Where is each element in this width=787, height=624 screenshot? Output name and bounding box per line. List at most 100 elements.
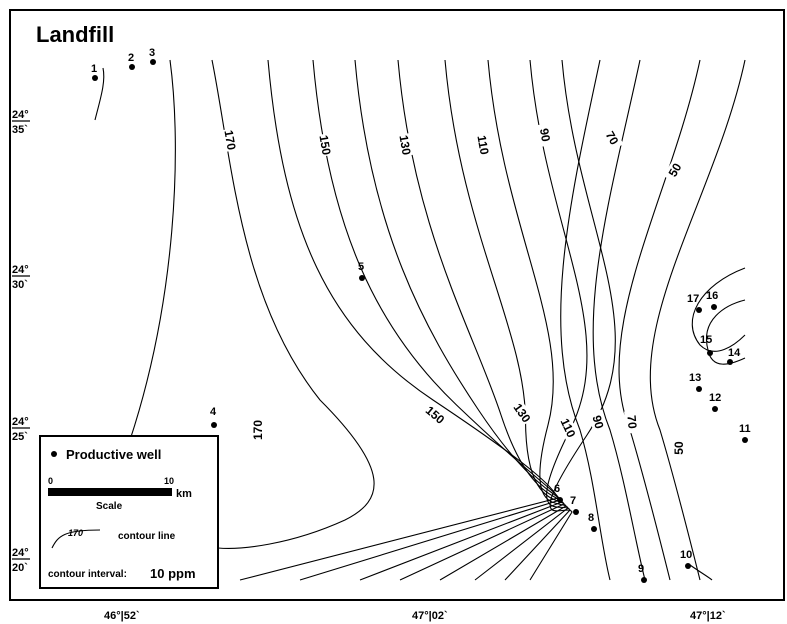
- contour: [504, 59, 588, 581]
- well: [712, 406, 718, 412]
- well: [150, 59, 156, 65]
- contour: [239, 59, 559, 581]
- contour: [474, 59, 569, 581]
- contour-label: 70: [624, 415, 639, 430]
- interval-label: contour interval:: [48, 569, 127, 580]
- legend-contour-value: 170: [68, 528, 83, 538]
- contour: [691, 267, 746, 352]
- well-label: 13: [689, 372, 701, 384]
- well-label: 11: [739, 423, 751, 435]
- longitude: 47°|12`: [690, 610, 726, 622]
- well-label: 9: [638, 563, 644, 575]
- map-frame: [9, 9, 785, 601]
- well: [696, 386, 702, 392]
- well: [557, 497, 563, 503]
- scale-start: 0: [48, 476, 53, 486]
- well: [359, 275, 365, 281]
- contour: [129, 59, 176, 441]
- contour: [397, 59, 565, 581]
- well: [641, 577, 647, 583]
- contour-label-bg: [509, 399, 535, 427]
- well-label: 4: [210, 406, 217, 418]
- well-label: 6: [554, 483, 560, 495]
- well: [92, 75, 98, 81]
- scale-end: 10: [164, 476, 174, 486]
- contour: [94, 67, 105, 121]
- latitude-minutes: 25`: [12, 431, 28, 443]
- legend-contour-sample: [51, 529, 101, 549]
- map-title: Landfill: [36, 22, 114, 47]
- contour-label-bg: [663, 156, 687, 184]
- latitude-degrees: 24°: [12, 416, 29, 428]
- contour-label-bg: [221, 127, 239, 153]
- contour-label-bg: [251, 419, 265, 441]
- longitude: 46°|52`: [104, 610, 140, 622]
- well-label: 8: [588, 512, 594, 524]
- well-label: 1: [91, 63, 97, 75]
- contour-label: 170: [251, 420, 265, 440]
- contour: [211, 59, 375, 549]
- contour-label: 50: [666, 160, 685, 179]
- contour: [560, 59, 611, 581]
- well-label: 10: [680, 549, 692, 561]
- legend-well-marker: [51, 451, 57, 457]
- well-label: 7: [570, 495, 576, 507]
- scale-label: Scale: [96, 501, 123, 512]
- contour-label: 90: [590, 414, 607, 431]
- longitudes: 46°|52` 47°|02` 47°|12`: [104, 610, 726, 622]
- well: [727, 359, 733, 365]
- contour: [439, 59, 567, 581]
- contour: [354, 59, 563, 581]
- latitude-minutes: 30`: [12, 279, 28, 291]
- contour: [649, 59, 746, 581]
- contour: [299, 59, 561, 581]
- latitude-degrees: 24°: [12, 547, 29, 559]
- well-label: 3: [149, 47, 155, 59]
- well: [685, 563, 691, 569]
- legend-well: Productive well: [66, 447, 161, 462]
- contour: [592, 59, 646, 581]
- scale-unit: km: [176, 488, 192, 500]
- legend: Productive well 0 10 km Scale 170 contou…: [39, 435, 219, 589]
- latitude-degrees: 24°: [12, 109, 29, 121]
- well-label: 16: [706, 290, 718, 302]
- contour-label: 150: [316, 134, 333, 156]
- contour-label: 130: [511, 401, 534, 426]
- contour-label-bg: [474, 132, 492, 158]
- well: [573, 509, 579, 515]
- latitude-minutes: 20`: [12, 562, 28, 574]
- well-label: 2: [128, 52, 134, 64]
- well-label: 15: [700, 334, 712, 346]
- contour-label-bg: [536, 122, 554, 148]
- contour-label: 50: [672, 441, 686, 455]
- contour-label: 130: [396, 134, 413, 156]
- longitude: 47°|02`: [412, 610, 448, 622]
- contour: [689, 564, 713, 581]
- well-label: 14: [728, 347, 741, 359]
- well: [591, 526, 597, 532]
- well: [707, 350, 713, 356]
- well-label: 12: [709, 392, 721, 404]
- latitude-minutes: 35`: [12, 124, 28, 136]
- well: [711, 304, 717, 310]
- contour-label-bg: [672, 437, 686, 459]
- contour-label-bg: [624, 410, 640, 434]
- legend-box: [39, 435, 219, 589]
- contour-label-bg: [316, 132, 334, 158]
- well: [129, 64, 135, 70]
- contour-label-bg: [396, 132, 414, 158]
- well-label: 5: [358, 261, 364, 273]
- interval-value: 10 ppm: [150, 566, 196, 581]
- contour-label: 110: [474, 134, 491, 156]
- contour-label-bg: [588, 409, 608, 435]
- well: [211, 422, 217, 428]
- contour-label: 70: [603, 129, 622, 148]
- well: [696, 307, 702, 313]
- well: [742, 437, 748, 443]
- contour-label: 90: [537, 127, 553, 143]
- scale-bar: [48, 488, 172, 496]
- contour-label: 170: [221, 129, 238, 151]
